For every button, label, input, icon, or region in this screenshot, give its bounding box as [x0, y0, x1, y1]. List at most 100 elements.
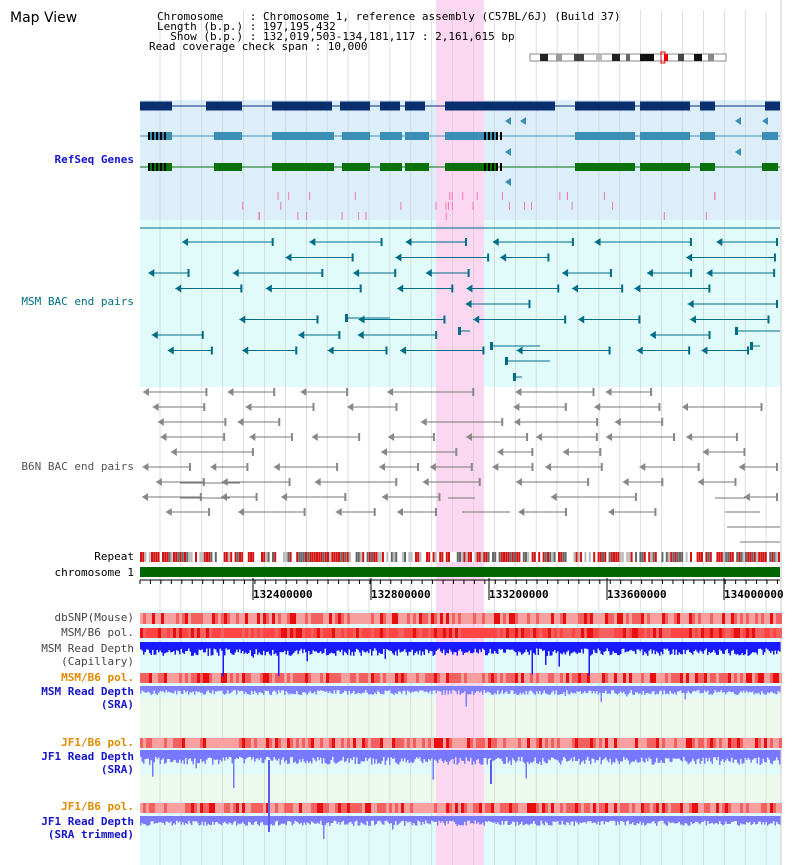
b6n-end	[531, 448, 534, 456]
pol-heat-cell	[701, 738, 704, 748]
pol-heat-cell	[200, 803, 203, 813]
repeat-bar	[203, 552, 206, 562]
pol-heat-cell	[674, 613, 677, 624]
depth-bar	[507, 750, 509, 763]
depth-bar	[210, 686, 212, 694]
pol-heat-cell	[143, 673, 146, 683]
pol-heat-cell	[248, 803, 251, 813]
repeat-bar	[459, 552, 461, 562]
depth-bar	[657, 642, 659, 654]
pol-heat-cell	[452, 613, 455, 624]
pol-heat-cell	[329, 673, 332, 683]
depth-bar	[717, 750, 719, 757]
pol-heat-cell	[257, 803, 260, 813]
pol-heat-cell	[302, 803, 305, 813]
refseq-genes-label[interactable]: RefSeq Genes	[54, 153, 134, 166]
depth-bar	[359, 750, 361, 765]
pol-heat-cell	[251, 738, 254, 748]
depth-bar	[536, 816, 538, 826]
pol-heat-cell	[239, 673, 242, 683]
pol-heat-cell	[149, 803, 152, 813]
b6n-end	[417, 463, 420, 471]
pol-heat-cell	[740, 628, 743, 638]
depth-bar	[758, 816, 760, 822]
pol-heat-cell	[434, 613, 437, 624]
depth-bar	[566, 642, 568, 653]
depth-bar	[753, 686, 755, 695]
pol-heat-cell	[635, 803, 638, 813]
bac-end	[716, 238, 723, 246]
depth-bar	[279, 686, 281, 693]
depth-bar	[216, 750, 218, 760]
repeat-bar	[503, 552, 505, 562]
depth-bar	[615, 750, 617, 759]
pol-heat-cell	[701, 613, 704, 624]
pol-heat-cell	[572, 613, 575, 624]
repeat-bar	[584, 552, 587, 562]
repeat-bar	[175, 552, 178, 562]
pol-heat-cell	[143, 738, 146, 748]
b6n-end	[373, 508, 376, 516]
depth-bar	[614, 642, 616, 654]
depth-bar	[182, 816, 184, 823]
gene-black-exon	[496, 132, 498, 140]
pol-heat-cell	[539, 738, 542, 748]
msm-bac-end-pairs-label[interactable]: MSM BAC end pairs	[21, 295, 134, 308]
pol-heat-cell	[224, 628, 227, 638]
pol-heat-cell	[287, 803, 290, 813]
depth-bar	[177, 750, 179, 763]
depth-bar	[270, 642, 272, 656]
b6n-end	[531, 463, 534, 471]
b6n-end	[188, 463, 191, 471]
pol-heat-cell	[575, 738, 578, 748]
gene-arrow	[505, 117, 511, 125]
pol-heat-cell	[317, 628, 320, 638]
depth-bar	[351, 816, 353, 824]
pol-heat-cell	[338, 803, 341, 813]
repeat-bar	[470, 552, 472, 562]
depth-bar	[524, 642, 526, 653]
bac-end	[690, 269, 693, 277]
pol-heat-cell	[320, 803, 323, 813]
gene-exon	[445, 132, 485, 140]
depth-bar	[647, 816, 649, 824]
b6n-end	[335, 508, 342, 516]
pol-heat-cell	[467, 673, 470, 683]
depth-bar	[555, 750, 557, 760]
pol-heat-cell	[221, 628, 224, 638]
b6n-end	[395, 478, 398, 486]
pol-heat-cell	[773, 613, 776, 624]
b6n-bac-end-pairs-label[interactable]: B6N BAC end pairs	[21, 460, 134, 473]
depth-bar	[342, 642, 344, 656]
depth-bar	[395, 750, 397, 763]
pol-heat-cell	[773, 738, 776, 748]
depth-bar	[599, 816, 601, 826]
depth-bar	[587, 750, 589, 757]
depth-bar	[305, 686, 307, 693]
depth-bar	[294, 642, 296, 652]
depth-bar	[681, 686, 683, 694]
map-view-title: Map View	[10, 10, 78, 26]
depth-bar	[549, 750, 551, 761]
depth-bar	[725, 642, 727, 651]
pol-heat-cell	[779, 673, 782, 683]
depth-bar	[281, 642, 283, 653]
depth-bar	[333, 686, 335, 691]
depth-bar	[312, 686, 314, 694]
pol-heat-cell	[767, 803, 770, 813]
pol-heat-cell	[638, 628, 641, 638]
depth-bar	[513, 750, 515, 761]
ruler-tick-label: 132800000	[371, 588, 431, 601]
depth-bar	[419, 816, 421, 822]
depth-bar	[540, 642, 542, 650]
depth-bar	[479, 686, 481, 693]
depth-bar	[336, 816, 338, 825]
pol-heat-cell	[407, 673, 410, 683]
pol-heat-cell	[509, 673, 512, 683]
depth-bar	[176, 816, 178, 821]
depth-bar	[299, 642, 301, 651]
pol-heat-cell	[749, 803, 752, 813]
b6n-end	[422, 478, 429, 486]
depth-bar	[342, 686, 344, 693]
